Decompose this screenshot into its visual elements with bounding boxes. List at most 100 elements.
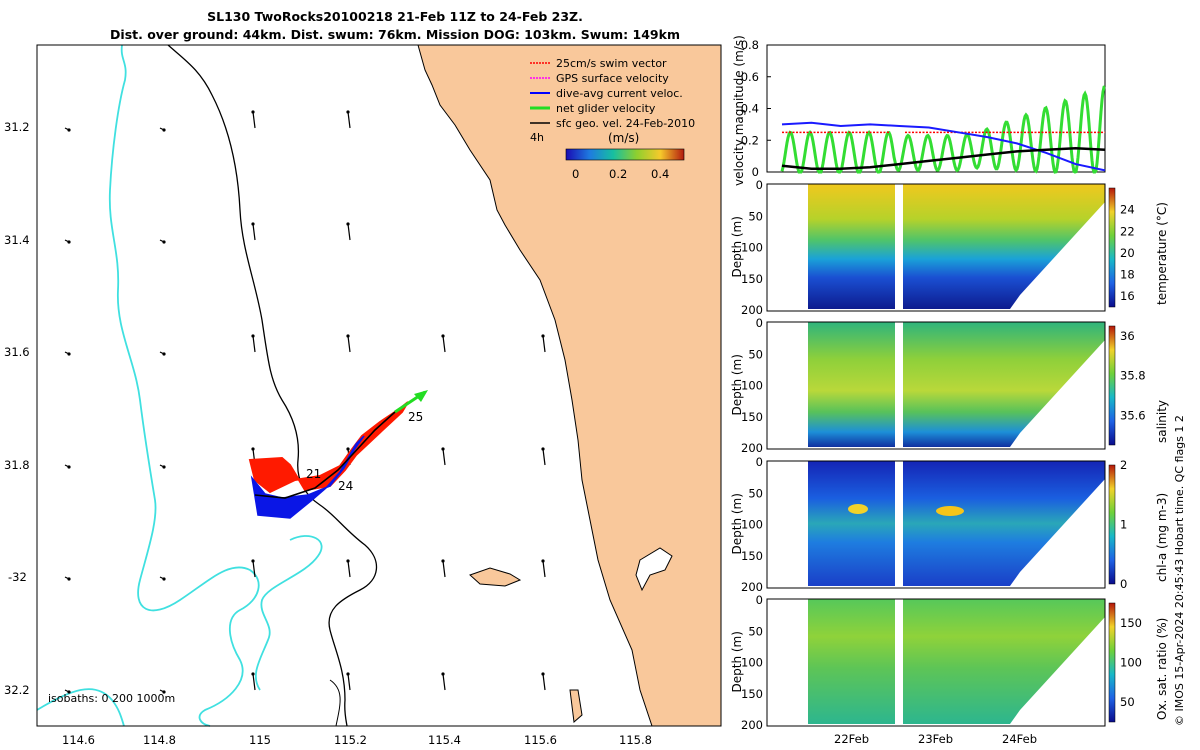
temperature-cbar-tick-1: 18 <box>1120 268 1135 282</box>
temperature-cbar-tick-0: 16 <box>1120 289 1135 303</box>
isobath-200m-line-3 <box>255 535 323 691</box>
timestamp-note: © IMOS 15-Apr-2024 20:45:43 Hobart time.… <box>1173 415 1186 726</box>
geo-arrow-7 <box>347 223 351 241</box>
map-xtick-114-8: 114.8 <box>143 733 176 747</box>
geo-arrow-30 <box>442 673 446 691</box>
salinity-cbar-tick-2: 36 <box>1120 329 1135 343</box>
geo-arrow-head-30 <box>441 672 445 676</box>
map-xtick-114-6: 114.6 <box>62 733 95 747</box>
geo-arrow-18 <box>442 448 446 466</box>
oxygen-cbar-tick-2: 150 <box>1120 616 1142 630</box>
map-ytick-32-2: 32.2 <box>4 683 30 697</box>
geo-arrow-2 <box>252 111 256 129</box>
chart-title-line1: SL130 TwoRocks20100218 21-Feb 11Z to 24-… <box>207 9 583 24</box>
chla-cbar-tick-0: 0 <box>1120 577 1127 591</box>
velocity-panel: 0 0.2 0.4 0.6 0.8 velocity magnitude (m/s) <box>732 35 1106 186</box>
geo-arrow-head-19 <box>541 447 545 451</box>
geo-arrow-head-23 <box>346 559 350 563</box>
map-ytick-31-2: 31.2 <box>4 120 30 134</box>
legend-label-swim: 25cm/s swim vector <box>556 57 667 70</box>
land-area <box>417 44 722 727</box>
sfc-geo-velocity-series <box>781 146 1106 171</box>
chla-colorbar-label: chl-a (mg m-3) <box>1155 493 1169 582</box>
oxygen-cbar-tick-1: 100 <box>1120 656 1142 670</box>
geo-arrow-head-3 <box>346 110 350 114</box>
map-ytick-31-4: 31.4 <box>4 233 30 247</box>
oxygen-ytick-0: 0 <box>756 593 763 607</box>
chla-ylabel: Depth (m) <box>730 493 744 554</box>
salinity-cbar-tick-0: 35.6 <box>1120 408 1146 422</box>
temperature-ytick-1: 50 <box>748 209 763 223</box>
geo-arrow-head-12 <box>441 334 445 338</box>
temperature-ytick-0: 0 <box>756 178 763 192</box>
geo-arrow-24 <box>442 560 446 578</box>
geo-arrow-head-15 <box>162 465 166 469</box>
geo-arrow-head-22 <box>251 559 255 563</box>
temperature-ytick-3: 150 <box>741 272 763 286</box>
day-label-25: 25 <box>408 410 423 424</box>
salinity-data-gap <box>895 322 903 448</box>
geo-arrow-head-21 <box>162 577 166 581</box>
geo-arrow-31 <box>542 673 546 691</box>
geo-arrow-head-13 <box>541 334 545 338</box>
xtick-24feb: 24Feb <box>1002 732 1037 746</box>
salinity-cbar-tick-1: 35.8 <box>1120 369 1146 383</box>
chla-ytick-4: 200 <box>741 580 763 594</box>
vel-ytick-4: 0.8 <box>741 38 759 52</box>
salinity-ytick-2: 100 <box>741 379 763 393</box>
oxygen-axes-frame <box>766 598 1106 727</box>
geo-arrow-head-10 <box>251 334 255 338</box>
xtick-23feb: 23Feb <box>918 732 953 746</box>
velocity-axes <box>766 44 1106 173</box>
island-rottnest <box>469 567 522 587</box>
legend-label-sfc: sfc geo. vel. 24-Feb-2010 <box>556 117 695 130</box>
section-panel-salinity: 0 50 100 150 200 Depth (m) 35.6 35.8 36 salinity <box>730 316 1169 455</box>
geo-arrow-22 <box>252 560 256 578</box>
oxygen-ytick-4: 200 <box>741 718 763 732</box>
colorbar-tick-1: 0.2 <box>609 167 627 181</box>
vel-ytick-2: 0.4 <box>741 102 759 116</box>
oxygen-colorbar <box>1108 602 1116 723</box>
velocity-ylabel: velocity magnitude (m/s) <box>732 35 746 186</box>
geo-arrow-25 <box>542 560 546 578</box>
geo-arrow-head-8 <box>67 352 71 356</box>
chla-ytick-2: 100 <box>741 518 763 532</box>
salinity-field <box>808 322 1105 447</box>
geo-arrow-11 <box>347 335 351 353</box>
map-xtick-115-6: 115.6 <box>524 733 557 747</box>
salinity-ytick-0: 0 <box>756 316 763 330</box>
chla-colorbar <box>1108 464 1116 585</box>
chla-cbar-tick-1: 1 <box>1120 518 1127 532</box>
salinity-ytick-4: 200 <box>741 441 763 455</box>
oxygen-ytick-3: 150 <box>741 687 763 701</box>
geo-arrow-head-1 <box>162 128 166 132</box>
estuary-inlet <box>635 547 673 592</box>
chla-data-gap <box>895 461 903 587</box>
chla-maximum-patch-1 <box>848 504 868 514</box>
oxygen-field <box>808 599 1105 724</box>
temperature-field <box>808 184 1105 309</box>
colorbar-label-ms: (m/s) <box>608 131 639 145</box>
oxygen-ytick-1: 50 <box>748 624 763 638</box>
map-xtick-115-4: 115.4 <box>428 733 461 747</box>
speed-colorbar <box>565 148 685 161</box>
net-glider-velocity-arrowhead <box>414 390 428 402</box>
oxygen-ytick-2: 100 <box>741 656 763 670</box>
oxygen-cbar-tick-0: 50 <box>1120 695 1135 709</box>
island-garden <box>569 689 583 723</box>
map-xtick-115-8: 115.8 <box>619 733 652 747</box>
map-ytick-32: -32 <box>8 570 27 584</box>
geo-arrow-head-11 <box>346 334 350 338</box>
geo-arrow-head-24 <box>441 559 445 563</box>
temperature-cbar-tick-2: 20 <box>1120 246 1135 260</box>
xtick-22feb: 22Feb <box>834 732 869 746</box>
temperature-cbar-tick-4: 24 <box>1120 203 1135 217</box>
vel-ytick-3: 0.6 <box>741 70 759 84</box>
geo-arrow-13 <box>542 335 546 353</box>
geo-arrow-head-29 <box>346 672 350 676</box>
salinity-ytick-1: 50 <box>748 347 763 361</box>
legend-label-gps: GPS surface velocity <box>556 72 669 85</box>
chla-ytick-3: 150 <box>741 549 763 563</box>
